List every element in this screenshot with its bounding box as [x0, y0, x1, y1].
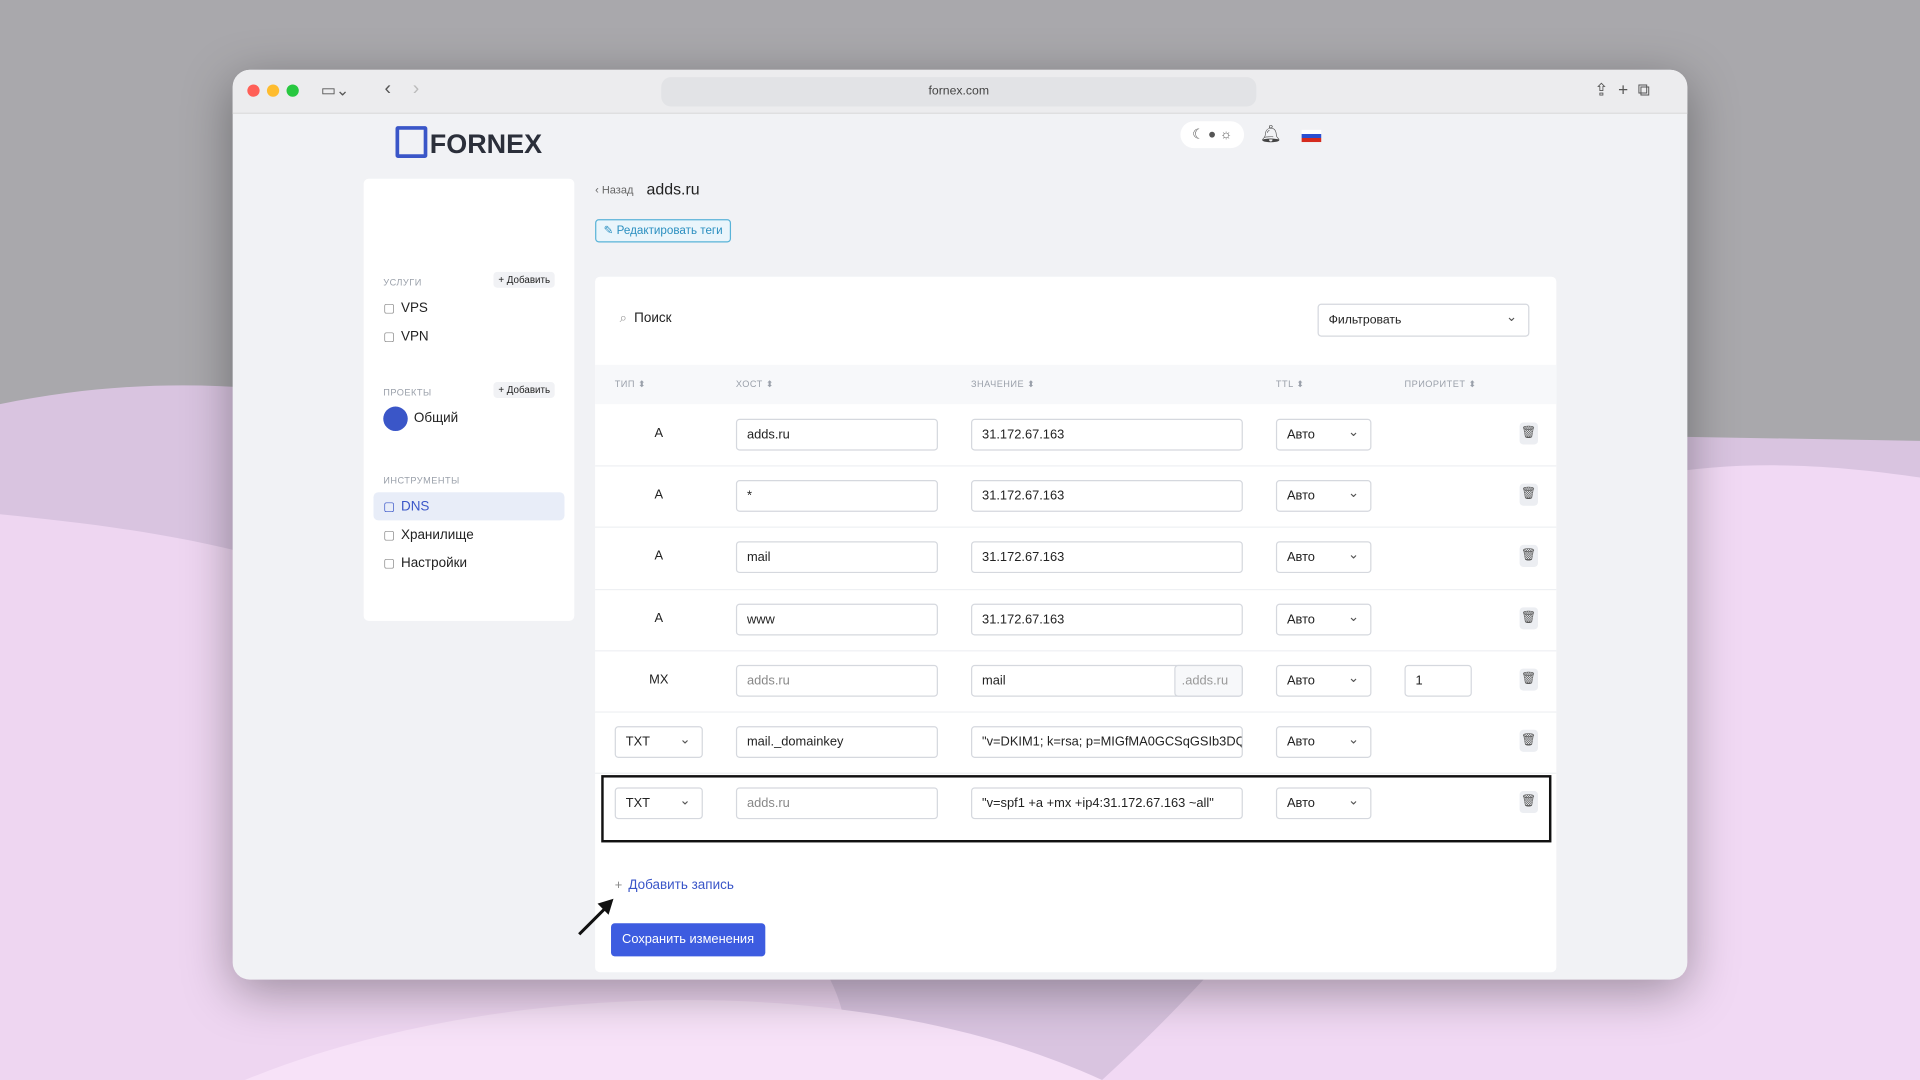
section-title: УСЛУГИ: [383, 276, 422, 288]
toolbar-actions[interactable]: ⇪ + ⧉: [1594, 79, 1650, 100]
add-button[interactable]: + Добавить: [493, 271, 556, 288]
nav-label: VPN: [400, 329, 429, 345]
row-divider: [595, 772, 1557, 775]
edit-tags-label: Редактировать теги: [616, 224, 723, 238]
nav-item[interactable]: ▢ VPS: [383, 301, 428, 316]
search-placeholder: Поиск: [634, 311, 672, 326]
row-divider: [595, 527, 1557, 529]
nav-item[interactable]: ▢ Хранилище: [383, 527, 474, 543]
ttl-select[interactable]: Авто: [1275, 664, 1372, 697]
value-input[interactable]: "v=spf1 +a +mx +ip4:31.172.67.163 ~all": [971, 787, 1243, 820]
host-input[interactable]: mail._domainkey: [735, 726, 938, 758]
nav-item[interactable]: ▢ VPN: [383, 329, 429, 345]
logo-icon: [395, 126, 428, 158]
host-input[interactable]: www: [735, 603, 938, 636]
ttl-select[interactable]: Авто: [1275, 726, 1372, 758]
section-title: ПРОЕКТЫ: [383, 386, 432, 398]
ttl-select[interactable]: Авто: [1275, 787, 1372, 820]
host-input[interactable]: adds.ru: [735, 787, 938, 820]
add-record[interactable]: + Добавить запись: [614, 877, 734, 893]
header-row: [595, 364, 1557, 405]
column-header[interactable]: ЗНАЧЕНИЕ ⬍: [971, 378, 1036, 390]
toolbar: ▭⌄ ‹ › fornex.com ⇪ + ⧉: [232, 69, 1688, 114]
nav-label: Хранилище: [400, 527, 474, 543]
nav-label: VPS: [400, 301, 428, 316]
host-input[interactable]: adds.ru: [735, 418, 938, 451]
nav-item[interactable]: Общий: [383, 406, 459, 432]
search[interactable]: ⌕ Поиск: [619, 311, 672, 326]
type: A: [654, 610, 664, 626]
zoom-button[interactable]: [286, 84, 299, 97]
edit-tags-button[interactable]: ✎ Редактировать теги: [595, 219, 732, 243]
host-input[interactable]: adds.ru: [735, 664, 938, 697]
value-input[interactable]: 31.172.67.163: [971, 603, 1243, 636]
delete-button[interactable]: 🗑︎: [1519, 545, 1538, 568]
type: MX: [649, 671, 669, 687]
value-input[interactable]: 31.172.67.163: [971, 480, 1243, 513]
type: A: [654, 426, 664, 441]
ttl-select[interactable]: Авто: [1275, 418, 1372, 451]
delete-button[interactable]: 🗑︎: [1519, 729, 1538, 752]
type: A: [654, 549, 664, 564]
ttl-select[interactable]: Авто: [1275, 541, 1372, 574]
sidebar-toggle[interactable]: ▭⌄: [320, 80, 350, 100]
row-divider: [595, 649, 1557, 652]
type: A: [654, 487, 664, 503]
delete-button[interactable]: 🗑︎: [1519, 606, 1538, 629]
column-header[interactable]: TTL ⬍: [1275, 378, 1305, 390]
filter-select[interactable]: Фильтровать: [1317, 303, 1530, 337]
notifications[interactable]: 🔔︎: [1260, 123, 1282, 144]
value-input[interactable]: 31.172.67.163: [971, 541, 1243, 574]
browser-window: ▭⌄ ‹ › fornex.com ⇪ + ⧉ FORNEX ☾ ● ☼ 🔔︎ …: [232, 69, 1688, 980]
close-button[interactable]: [247, 84, 260, 97]
type-select[interactable]: TXT: [614, 726, 703, 758]
type-select[interactable]: TXT: [614, 787, 703, 820]
column-header[interactable]: ХОСТ ⬍: [735, 378, 775, 390]
back-nav[interactable]: ‹ ›: [384, 78, 420, 100]
nav-label: Общий: [413, 410, 459, 426]
delete-button[interactable]: 🗑︎: [1519, 483, 1538, 506]
nav-item[interactable]: ▢ DNS: [383, 499, 430, 515]
theme-toggle[interactable]: ☾ ● ☼: [1180, 121, 1245, 149]
add-button[interactable]: + Добавить: [493, 382, 556, 398]
add-record-label: Добавить запись: [628, 877, 734, 893]
delete-button[interactable]: 🗑︎: [1519, 791, 1538, 814]
address-bar[interactable]: fornex.com: [661, 77, 1257, 107]
nav-label: Настройки: [400, 555, 468, 571]
save-button[interactable]: Сохранить изменения: [611, 923, 766, 957]
ttl-select[interactable]: Авто: [1275, 603, 1372, 636]
host-input[interactable]: *: [735, 480, 938, 513]
nav-label: DNS: [400, 499, 430, 515]
row-divider: [595, 588, 1557, 590]
ttl-select[interactable]: Авто: [1275, 480, 1372, 513]
language-flag[interactable]: [1301, 129, 1322, 143]
dns-card: ⌕Поиск Фильтровать ТИП ⬍ ХОСТ ⬍ ЗНАЧЕНИЕ ⬍ TT…: [595, 276, 1557, 973]
section-title: ИНСТРУМЕНТЫ: [383, 475, 460, 487]
value-input[interactable]: 31.172.67.163: [971, 418, 1243, 451]
highlight-box: [601, 775, 1552, 843]
row-divider: [595, 711, 1557, 713]
value-input[interactable]: "v=DKIM1; k=rsa; p=MIGfMA0GCSqGSIb3DQE: [971, 726, 1243, 758]
column-header[interactable]: ТИП ⬍: [614, 378, 647, 390]
logo[interactable]: FORNEX: [429, 128, 543, 160]
active-bg: [373, 492, 565, 521]
delete-button[interactable]: 🗑︎: [1519, 422, 1538, 445]
nav-item[interactable]: ▢ Настройки: [383, 555, 468, 571]
minimize-button[interactable]: [266, 84, 280, 97]
priority-input[interactable]: 1: [1404, 664, 1472, 697]
delete-button[interactable]: 🗑︎: [1519, 668, 1538, 691]
column-header[interactable]: ПРИОРИТЕТ ⬍: [1404, 378, 1477, 390]
page-title: adds.ru: [646, 180, 700, 199]
sidebar: УСЛУГИ + Добавить ▢ VPS ▢ VPN ПРОЕКТЫ + Добавит…: [363, 178, 575, 621]
host-input[interactable]: mail: [735, 541, 938, 574]
row-divider: [595, 465, 1557, 467]
value-suffix: .adds.ru: [1174, 664, 1243, 697]
back-link[interactable]: ‹ Назад: [595, 183, 634, 196]
